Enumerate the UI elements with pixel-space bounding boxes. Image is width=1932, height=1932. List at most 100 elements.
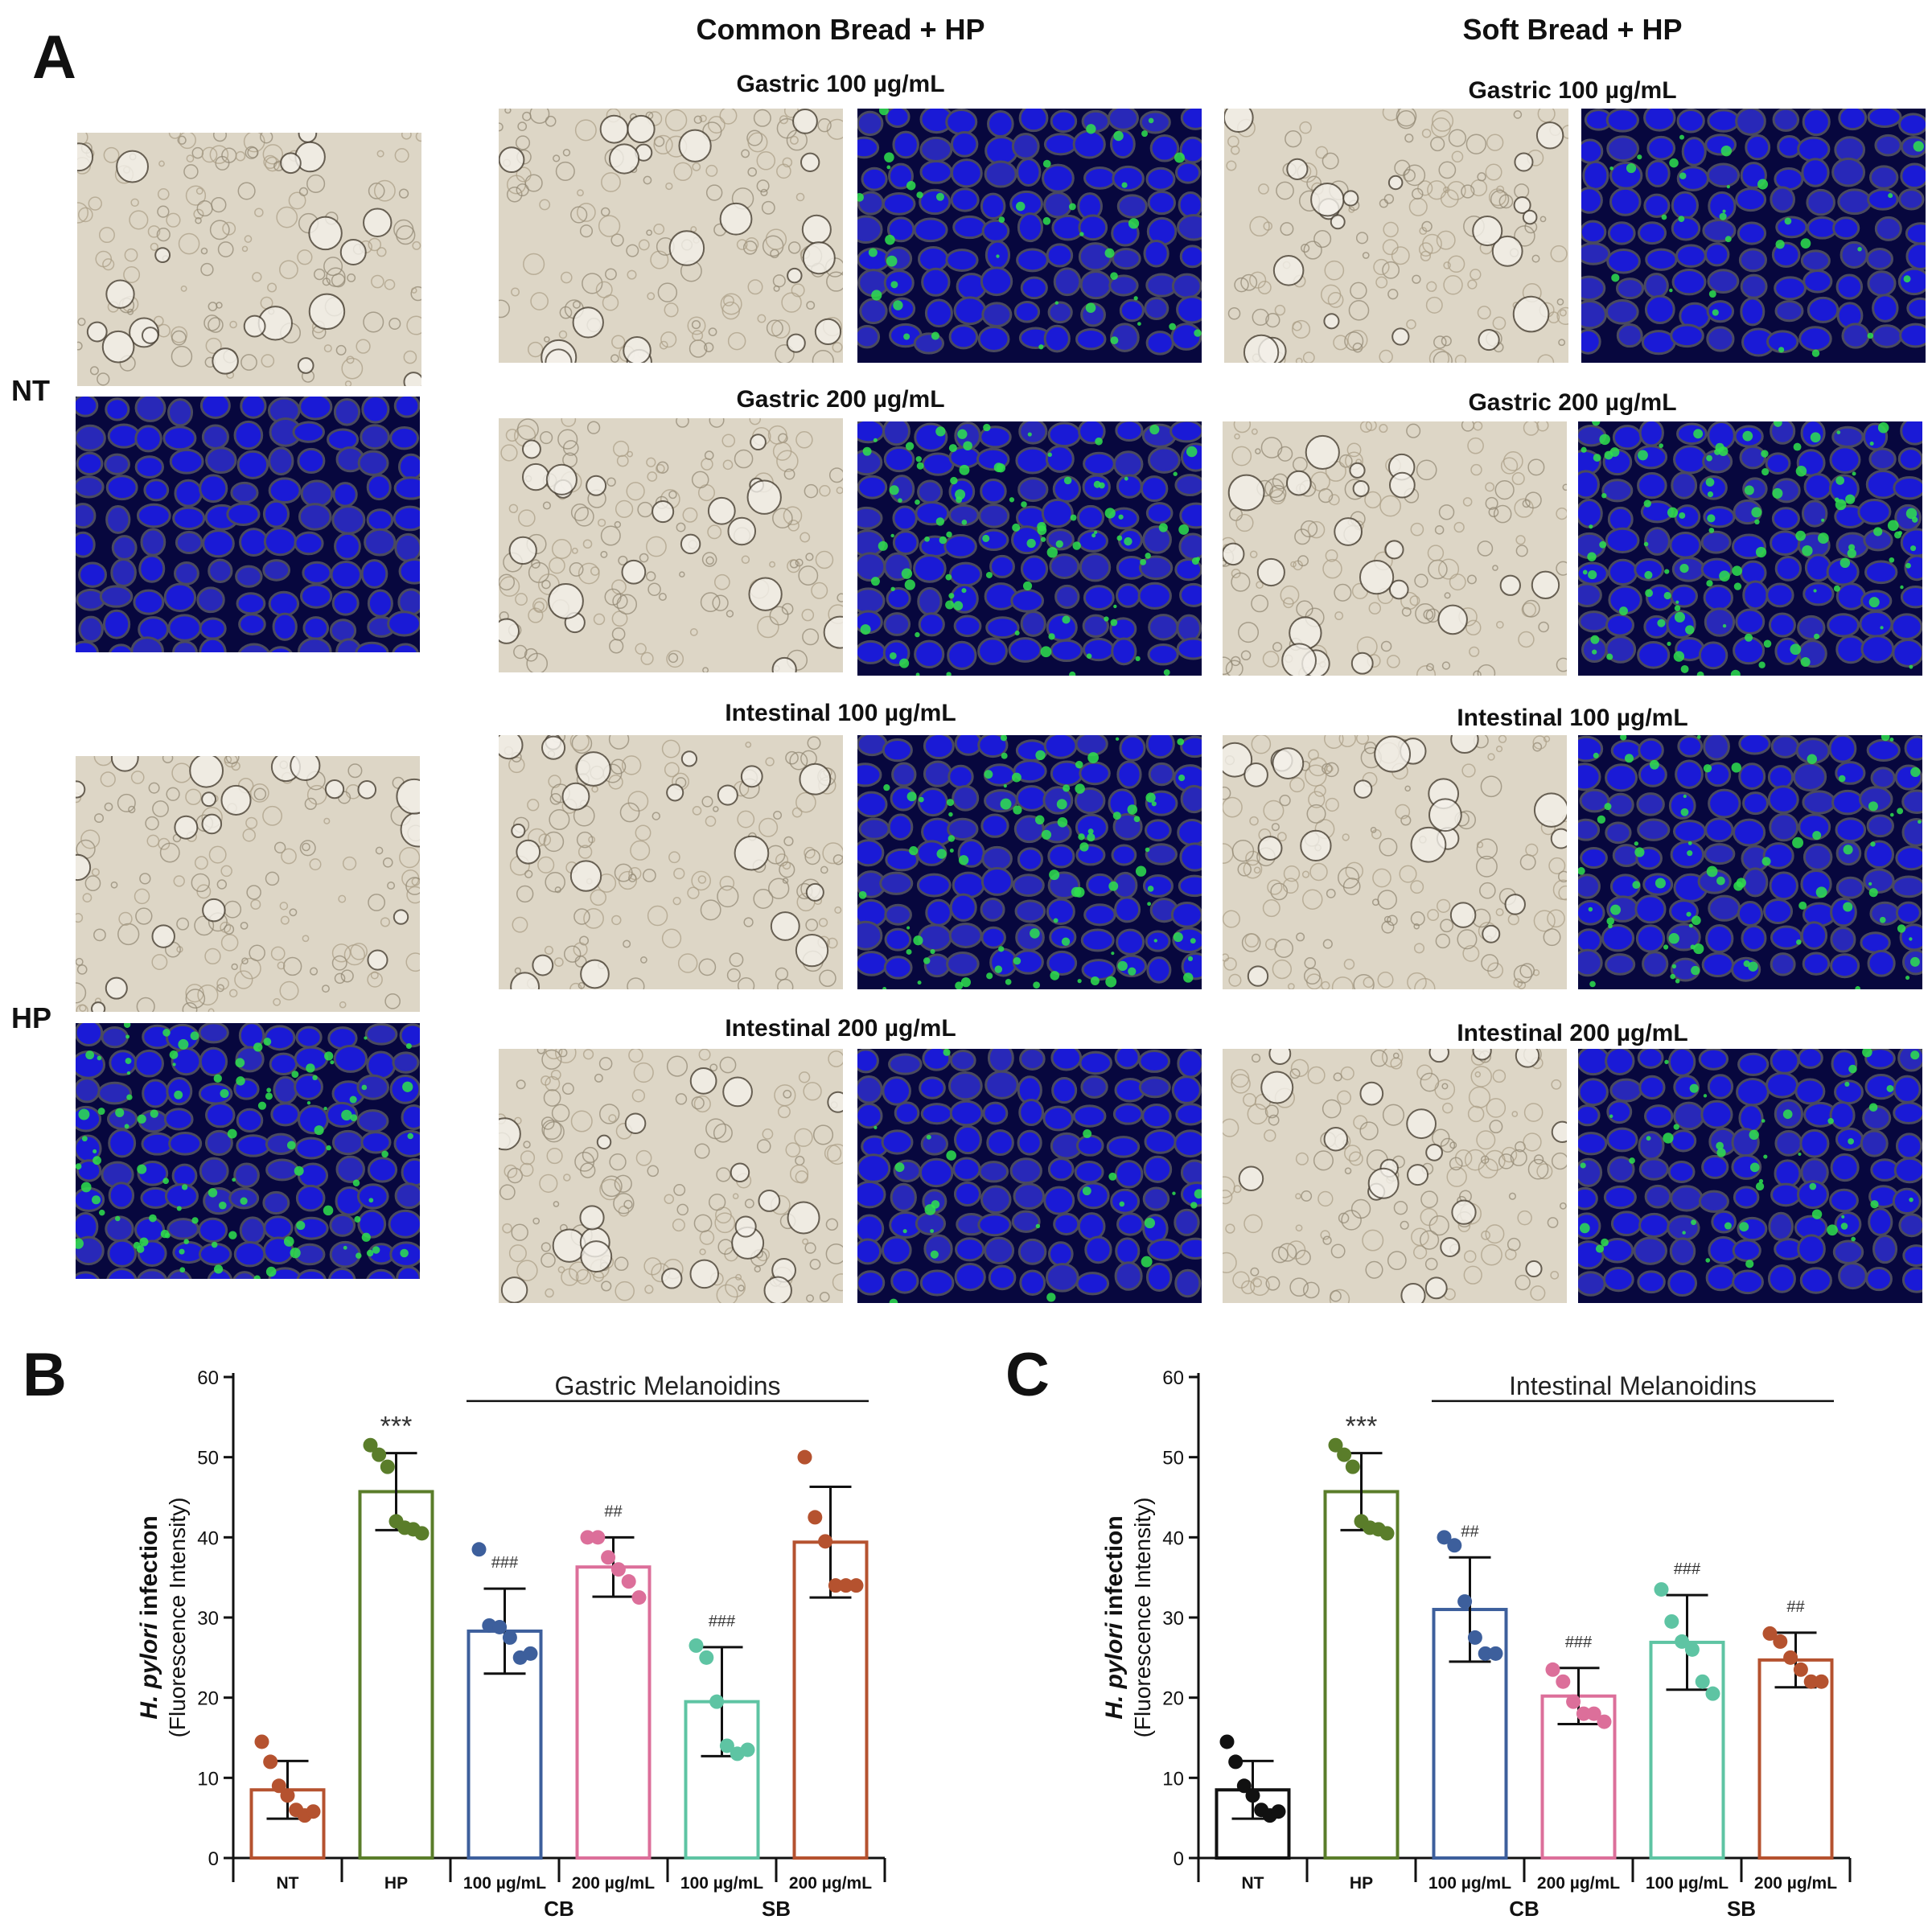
chart-b-point-5-5 <box>849 1578 864 1593</box>
chart-c-point-4-4 <box>1695 1674 1710 1689</box>
chart-b-ytick-label-6: 60 <box>197 1367 219 1389</box>
chart-c-point-0-0 <box>1219 1734 1235 1749</box>
condition-title-sb-intestinal-100: Intestinal 100 µg/mL <box>1457 705 1688 731</box>
micrograph-cb-intestinal-200-brightfield <box>499 1049 843 1303</box>
chart-c-ytick-label-2: 20 <box>1162 1688 1184 1710</box>
chart-b-point-2-0 <box>471 1542 487 1557</box>
chart-b-point-0-3 <box>280 1788 295 1803</box>
chart-b-point-0-1 <box>263 1754 278 1770</box>
chart-c-bracket-label: Intestinal Melanoidins <box>1509 1371 1757 1400</box>
chart-b-point-1-1 <box>372 1447 387 1462</box>
chart-b-point-3-5 <box>631 1590 647 1605</box>
chart-b-point-4-1 <box>699 1650 714 1665</box>
chart-b-ytick-label-4: 40 <box>197 1527 219 1549</box>
condition-title-cb-intestinal-200: Intestinal 200 µg/mL <box>725 1015 956 1042</box>
chart-c-ytick-label-5: 50 <box>1162 1448 1184 1470</box>
chart-b-group-label-1: SB <box>762 1897 791 1921</box>
chart-b-point-3-3 <box>610 1562 626 1577</box>
chart-c-ytick-label-4: 40 <box>1162 1527 1184 1549</box>
chart-b-point-5-0 <box>797 1449 812 1465</box>
chart-c-xtick-label-1: HP <box>1350 1874 1373 1893</box>
chart-c-point-0-2 <box>1236 1778 1252 1794</box>
chart-c-point-5-4 <box>1803 1674 1819 1689</box>
micrograph-sb-gastric-100-brightfield <box>1224 109 1568 363</box>
chart-b-annotation-2: ### <box>491 1554 519 1572</box>
chart-b-point-4-0 <box>689 1638 704 1653</box>
chart-c-annotation-4: ### <box>1674 1560 1701 1578</box>
micrograph-sb-gastric-200-fluorescence <box>1578 421 1922 676</box>
chart-c-annotation-2: ## <box>1461 1523 1479 1540</box>
chart-b-bar-1 <box>358 1490 434 1860</box>
panel-b-letter: B <box>23 1341 67 1409</box>
chart-c-point-4-0 <box>1654 1582 1669 1597</box>
chart-b-xtick-label-5: 200 µg/mL <box>789 1874 872 1893</box>
chart-b-ytick-label-3: 30 <box>197 1608 219 1630</box>
chart-c-point-5-0 <box>1762 1626 1778 1641</box>
condition-title-sb-intestinal-200: Intestinal 200 µg/mL <box>1457 1020 1688 1046</box>
chart-b-point-0-0 <box>254 1734 269 1749</box>
chart-c-point-3-0 <box>1545 1662 1560 1677</box>
micrograph-cb-gastric-200-brightfield <box>499 418 843 672</box>
chart-c-point-1-2 <box>1345 1459 1360 1474</box>
chart-c-intestinal-melanoidins: H. pylori infection (Fluorescence Intensi… <box>1101 1367 1852 1921</box>
chart-b-bracket-label: Gastric Melanoidins <box>555 1371 781 1400</box>
chart-b-ylabel-rest: infection <box>136 1515 162 1622</box>
chart-b-point-0-6 <box>306 1804 321 1819</box>
chart-b-point-4-2 <box>709 1694 725 1709</box>
chart-b-point-5-1 <box>808 1510 823 1525</box>
chart-c-point-3-4 <box>1586 1706 1601 1721</box>
chart-c-annotation-5: ## <box>1786 1598 1805 1616</box>
chart-b-ylabel-italic: H. pylori <box>136 1622 162 1720</box>
column-title-soft-bread: Soft Bread + HP <box>1462 13 1683 46</box>
chart-b-point-3-0 <box>580 1530 595 1545</box>
chart-c-point-0-1 <box>1228 1754 1243 1770</box>
micrograph-nt-fluorescence <box>76 397 420 652</box>
chart-b-point-1-6 <box>414 1526 430 1541</box>
micrograph-cb-gastric-100-brightfield <box>499 109 843 363</box>
chart-b-gastric-melanoidins: H. pylori infection (Fluorescence Intensi… <box>136 1367 886 1921</box>
condition-title-sb-gastric-100: Gastric 100 µg/mL <box>1468 77 1677 104</box>
micrograph-sb-intestinal-200-brightfield <box>1223 1049 1567 1303</box>
chart-b-point-0-2 <box>271 1778 286 1794</box>
chart-b-ylabel: H. pylori infection <box>136 1515 162 1719</box>
chart-c-bar-1 <box>1323 1490 1400 1860</box>
micrograph-cb-gastric-200-fluorescence <box>857 421 1202 676</box>
micrograph-cb-gastric-100-fluorescence <box>857 109 1202 363</box>
chart-c-point-4-2 <box>1675 1634 1690 1649</box>
chart-c-bar-5 <box>1757 1658 1834 1860</box>
condition-title-cb-gastric-200: Gastric 200 µg/mL <box>736 386 945 413</box>
chart-c-ytick-label-0: 0 <box>1174 1848 1184 1870</box>
chart-c-xtick-label-0: NT <box>1242 1874 1264 1893</box>
chart-c-point-2-3 <box>1467 1630 1482 1645</box>
chart-c-point-3-3 <box>1576 1706 1591 1721</box>
chart-c-point-1-0 <box>1328 1437 1343 1453</box>
micrograph-cb-intestinal-100-fluorescence <box>857 735 1202 989</box>
panel-a-letter: A <box>32 23 76 92</box>
micrograph-hp-brightfield <box>76 756 420 1012</box>
chart-b-ylabel-line2: (Fluorescence Intensity) <box>165 1498 190 1738</box>
chart-c-point-0-3 <box>1245 1788 1260 1803</box>
chart-c-point-2-0 <box>1437 1530 1452 1545</box>
chart-c-ylabel-italic: H. pylori <box>1101 1622 1128 1720</box>
chart-c-point-3-2 <box>1566 1694 1581 1709</box>
condition-title-cb-gastric-100: Gastric 100 µg/mL <box>736 71 945 97</box>
chart-b-point-4-5 <box>740 1742 755 1757</box>
condition-title-cb-intestinal-100: Intestinal 100 µg/mL <box>725 700 956 726</box>
micrograph-cb-intestinal-100-brightfield <box>499 735 843 989</box>
chart-c-annotation-1: *** <box>1346 1412 1378 1442</box>
chart-b-point-3-2 <box>601 1550 616 1565</box>
chart-c-xtick-label-2: 100 µg/mL <box>1428 1874 1511 1893</box>
chart-b-annotation-3: ## <box>604 1502 623 1520</box>
chart-b-xtick-label-4: 100 µg/mL <box>680 1874 763 1893</box>
chart-c-point-3-1 <box>1556 1674 1571 1689</box>
chart-b-annotation-4: ### <box>709 1613 736 1630</box>
micrograph-sb-intestinal-100-fluorescence <box>1578 735 1922 989</box>
chart-b-ytick-label-2: 20 <box>197 1688 219 1710</box>
chart-b-point-2-2 <box>492 1619 508 1634</box>
chart-b-point-2-5 <box>523 1646 538 1661</box>
chart-c-point-5-1 <box>1773 1634 1788 1649</box>
chart-c-point-4-3 <box>1684 1642 1700 1657</box>
chart-c-point-2-5 <box>1488 1646 1503 1661</box>
chart-b-point-1-2 <box>380 1459 395 1474</box>
chart-c-point-2-1 <box>1447 1538 1462 1553</box>
